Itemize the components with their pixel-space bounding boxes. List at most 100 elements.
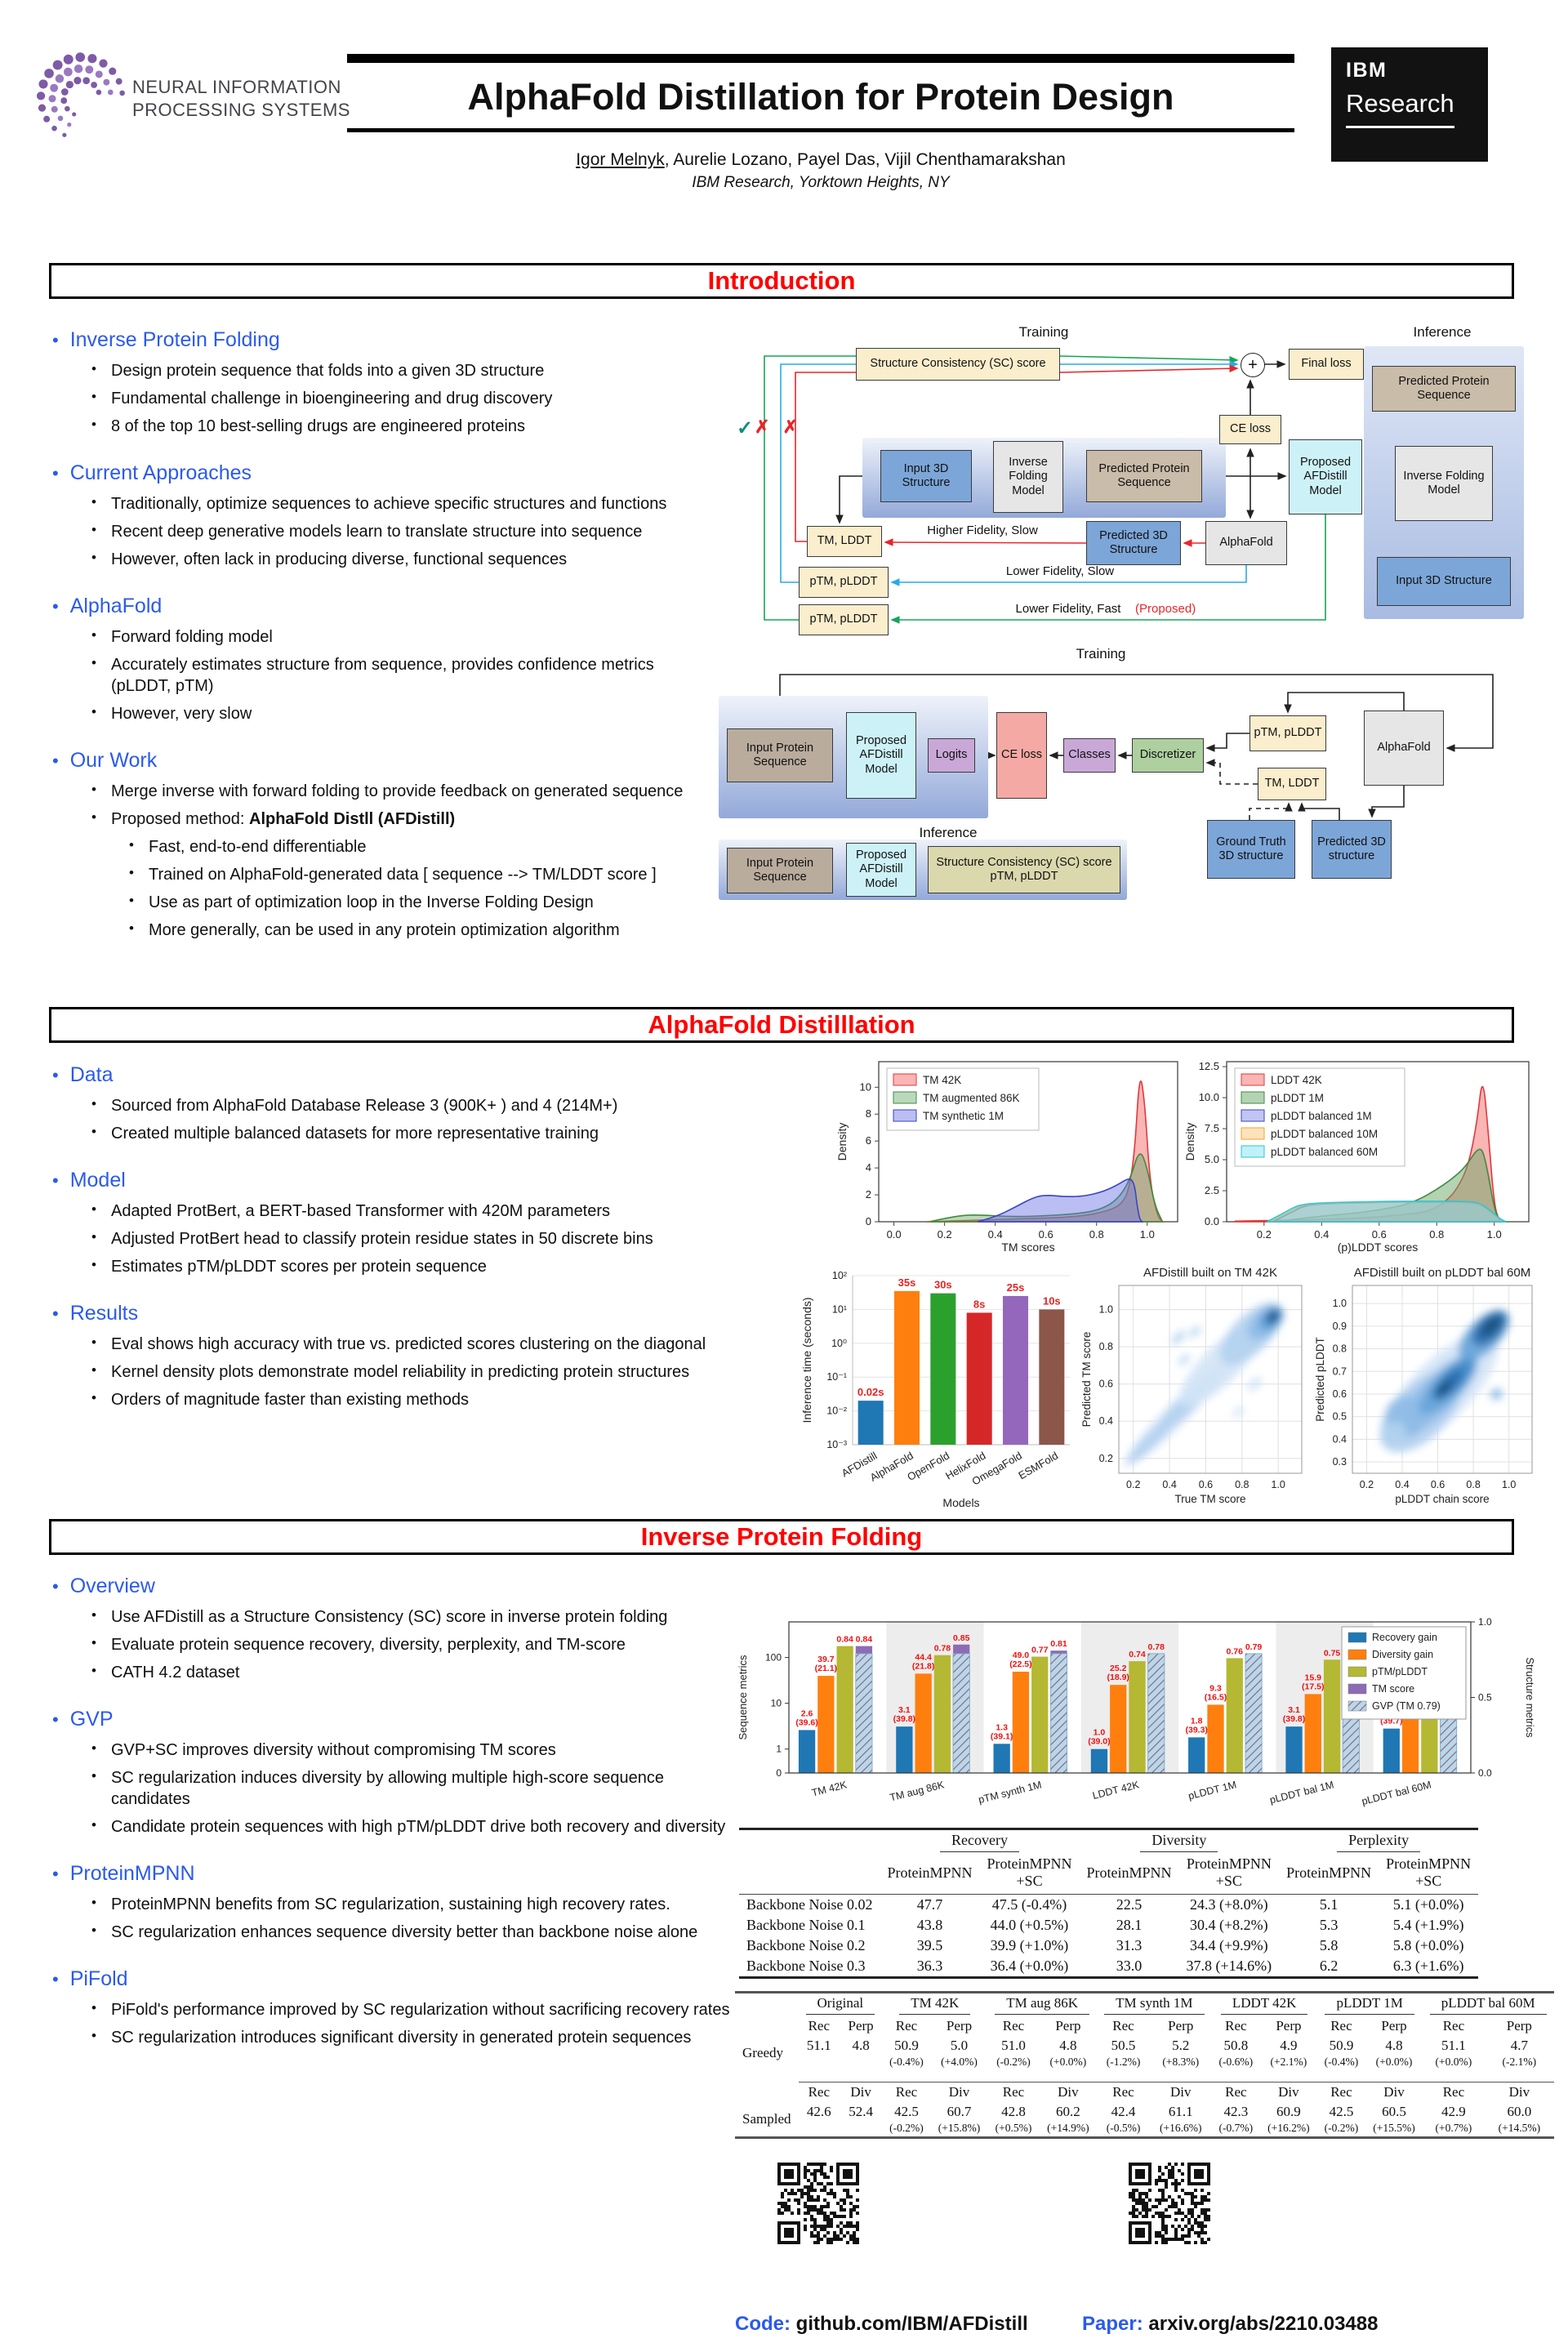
svg-text:0.3: 0.3 (1333, 1456, 1347, 1468)
neurips-logo-icon (36, 39, 126, 158)
svg-text:1: 1 (776, 1744, 782, 1755)
svg-text:0.8: 0.8 (1089, 1228, 1104, 1241)
svg-text:pLDDT bal 1M: pLDDT bal 1M (1268, 1779, 1334, 1806)
table-delta-cell: (+0.0%) (1375, 2056, 1413, 2068)
group-heading: ProteinMPNN (49, 1862, 735, 1886)
bullet-item: Evaluate protein sequence recovery, dive… (91, 1634, 735, 1655)
table-cell: 4.8 (852, 2038, 870, 2053)
author-presenting: Igor Melnyk (576, 150, 665, 169)
final-loss-box: Final loss (1289, 349, 1364, 380)
arrow-label-lower-fast: Lower Fidelity, Fast (1016, 602, 1122, 616)
svg-text:True TM score: True TM score (1174, 1493, 1245, 1505)
paper-url[interactable]: arxiv.org/abs/2210.03488 (1148, 2313, 1379, 2335)
svg-text:0.84: 0.84 (836, 1635, 853, 1645)
logo-line-1: NEURAL INFORMATION (132, 77, 341, 97)
section-header-inverse-folding: Inverse Protein Folding (49, 1519, 1514, 1555)
table-cell: 5.8 (+0.0%) (1392, 1937, 1464, 1953)
qr-code-paper[interactable] (1129, 2163, 1210, 2244)
sum-node: + (1241, 353, 1265, 377)
svg-text:Models: Models (942, 1496, 979, 1509)
svg-text:10.0: 10.0 (1199, 1091, 1219, 1103)
table-cell: 60.5 (1382, 2104, 1406, 2119)
bullet-item: Candidate protein sequences with high pT… (91, 1816, 735, 1838)
svg-text:0.5: 0.5 (1478, 1692, 1492, 1704)
training-inference-diagram: Training Inference (717, 323, 1537, 635)
table-cell: 51.1 (806, 2038, 831, 2053)
table-delta-cell (840, 2056, 882, 2070)
table-cell: 42.4 (1111, 2104, 1136, 2119)
tm-lddt-box-train: TM, LDDT (1258, 768, 1326, 800)
table-cell: 4.8 (1385, 2038, 1403, 2053)
svg-text:0.2: 0.2 (1257, 1228, 1272, 1241)
table-cell: 22.5 (1116, 1896, 1143, 1913)
table-delta-cell: (+2.1%) (1270, 2056, 1307, 2068)
density-plot-tm-scores: 0.0 0.2 0.4 0.6 0.8 1.0 0 2 4 6 8 10 TM scores Densit… (835, 1061, 1178, 1254)
table-cell: 6.3 (+1.6%) (1392, 1958, 1464, 1974)
svg-text:pLDDT 1M: pLDDT 1M (1187, 1779, 1238, 1802)
bullet-item: 8 of the top 10 best-selling drugs are e… (91, 416, 686, 437)
bullet-item: Estimates pTM/pLDDT scores per protein s… (91, 1256, 751, 1277)
bullet-item: Traditionally, optimize sequences to ach… (91, 493, 686, 514)
svg-text:(39.3): (39.3) (1185, 1725, 1207, 1735)
svg-text:Density: Density (1183, 1123, 1196, 1161)
table-delta-cell: (-0.2%) (1324, 2122, 1359, 2134)
code-url[interactable]: github.com/IBM/AFDistill (795, 2313, 1028, 2335)
svg-text:39.7: 39.7 (817, 1655, 835, 1664)
table-delta-cell: (-0.2%) (889, 2122, 924, 2134)
table-delta-cell: (-2.1%) (1502, 2056, 1537, 2068)
svg-text:TM 42K: TM 42K (923, 1074, 961, 1086)
table-cell: 5.2 (1172, 2038, 1190, 2053)
svg-text:0.85: 0.85 (953, 1633, 970, 1643)
ce-loss-box: CE loss (1219, 415, 1281, 444)
svg-text:12.5: 12.5 (1199, 1060, 1219, 1072)
svg-text:8: 8 (866, 1107, 871, 1120)
svg-text:1.0: 1.0 (1502, 1479, 1516, 1490)
svg-text:1.0: 1.0 (1487, 1228, 1502, 1241)
paper-link[interactable]: Paper: arxiv.org/abs/2210.03488 (1082, 2313, 1378, 2336)
table-cell: 61.1 (1168, 2104, 1193, 2119)
svg-text:pLDDT bal 60M: pLDDT bal 60M (1361, 1779, 1432, 1807)
logo-line-2: PROCESSING SYSTEMS (132, 99, 350, 120)
svg-text:0.2: 0.2 (1099, 1453, 1113, 1464)
table-delta-cell: (-0.7%) (1218, 2122, 1254, 2134)
svg-text:(39.6): (39.6) (795, 1717, 817, 1727)
input-sequence-box: Input Protein Sequence (727, 728, 833, 782)
qr-code-code[interactable] (777, 2163, 859, 2244)
predicted-3d-box-train: Predicted 3D structure (1312, 820, 1392, 879)
group-heading: PiFold (49, 1967, 735, 1991)
table-cell: 50.9 (1329, 2038, 1354, 2053)
bullet-item: Use as part of optimization loop in the … (129, 892, 686, 913)
svg-text:Density: Density (835, 1123, 849, 1161)
svg-text:(39.1): (39.1) (991, 1731, 1013, 1741)
svg-text:0.81: 0.81 (1050, 1639, 1067, 1649)
bullet-item: Use AFDistill as a Structure Consistency… (91, 1606, 735, 1628)
density-plot-plddt-scores: 0.2 0.4 0.6 0.8 1.0 0.0 2.5 5.0 7.5 10.0 12.5 (p)LD… (1183, 1060, 1530, 1254)
ptm-plddt-box-train: pTM, pLDDT (1250, 715, 1326, 751)
svg-text:0.74: 0.74 (1129, 1650, 1146, 1659)
cross-icons: ✗ ✗ (755, 416, 802, 437)
distill-text-column: Data Sourced from AlphaFold Database Rele… (49, 1063, 751, 1435)
svg-text:0.6: 0.6 (1039, 1228, 1054, 1241)
section-header-distillation: AlphaFold Distilllation (49, 1007, 1514, 1043)
svg-text:0.4: 0.4 (1314, 1228, 1329, 1241)
bullet-item: Forward folding model (91, 626, 686, 648)
table-delta-cell: (-0.2%) (996, 2056, 1031, 2068)
bullet-group: Our Work Merge inverse with forward foldi… (49, 749, 686, 941)
svg-text:Recovery gain: Recovery gain (1372, 1632, 1437, 1643)
svg-text:10: 10 (860, 1080, 871, 1093)
svg-text:10⁻²: 10⁻² (826, 1405, 847, 1417)
ibm-wordmark: IBM (1346, 59, 1388, 82)
svg-text:Structure metrics: Structure metrics (1524, 1657, 1536, 1738)
svg-text:AFDistill built on pLDDT bal 6: AFDistill built on pLDDT bal 60M (1354, 1266, 1530, 1280)
diagram2-inference-title: Inference (920, 825, 978, 840)
sc-output-line2: pTM, pLDDT (990, 870, 1058, 883)
logits-box: Logits (928, 738, 975, 773)
svg-text:Inference time (seconds): Inference time (seconds) (800, 1297, 813, 1423)
svg-text:Predicted TM score: Predicted TM score (1080, 1332, 1093, 1428)
afdistill-model-box: Proposed AFDistill Model (1289, 439, 1362, 514)
bullet-group: Inverse Protein Folding Design protein se… (49, 328, 686, 437)
table-cell: 52.4 (849, 2104, 873, 2119)
svg-text:1.8: 1.8 (1191, 1716, 1203, 1726)
code-link[interactable]: Code: github.com/IBM/AFDistill (735, 2313, 1028, 2336)
table-cell: 42.5 (894, 2104, 919, 2119)
